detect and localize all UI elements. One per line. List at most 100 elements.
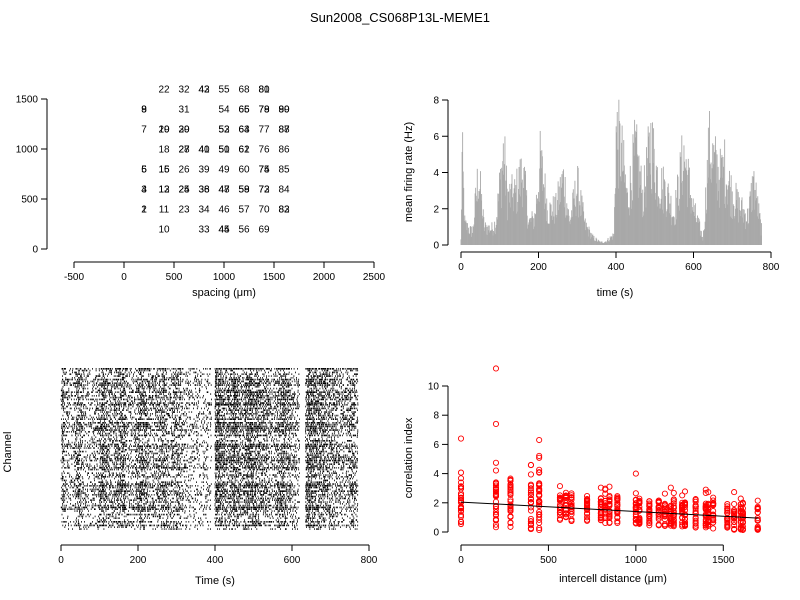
raster-channel-spikes — [63, 384, 356, 386]
correlation-point — [646, 498, 653, 505]
correlation-point — [692, 524, 699, 531]
firing-rate-y-axis-tick-label: 0 — [433, 241, 439, 252]
raster-channel-spikes — [62, 501, 355, 503]
correlation-point — [584, 504, 591, 511]
correlation-point — [584, 496, 591, 503]
raster-channel-spikes — [60, 506, 357, 509]
raster-channel-spikes — [62, 449, 353, 451]
correlation-point — [661, 522, 668, 529]
correlation-point — [739, 499, 746, 506]
raster-channel-spikes — [60, 398, 358, 401]
correlation-point — [731, 514, 738, 521]
correlation-point — [731, 522, 738, 529]
raster-channel-spikes — [61, 427, 357, 430]
correlation-point — [731, 489, 738, 496]
electrode-label: 50 — [218, 145, 230, 156]
layout-axes: -500 0 500 1000 1500 2000 2500 0 500 1000 1500 — [16, 95, 386, 284]
electrode-label: 85 — [278, 165, 290, 176]
raster-channel-spikes — [61, 486, 357, 489]
electrode-label: 74 — [258, 165, 270, 176]
raster-channel-spikes — [63, 492, 357, 494]
correlation-point — [710, 525, 717, 532]
correlation-y-axis-tick-label: 0 — [433, 528, 439, 539]
electrode-label: 63 — [238, 125, 250, 136]
correlation-point — [507, 481, 514, 488]
raster-channel-spikes — [62, 441, 355, 444]
correlation-point — [646, 506, 653, 513]
raster-channel-spikes — [61, 368, 358, 370]
layout-x-axis-tick-label: 2000 — [313, 272, 336, 283]
correlation-point — [614, 514, 621, 521]
layout-x-axis-tick-label: -500 — [64, 272, 84, 283]
electrode-label: 33 — [198, 225, 210, 236]
electrode-label: 69 — [258, 225, 270, 236]
electrode-label: 80 — [258, 85, 270, 96]
correlation-x-axis-tick-label: 1000 — [625, 555, 648, 566]
raster-channel-spikes — [60, 459, 358, 462]
correlation-point — [492, 485, 500, 492]
correlation-point — [754, 509, 761, 516]
raster-channel-spikes — [61, 447, 358, 449]
raster-channel-spikes — [62, 386, 356, 388]
layout-x-axis-tick-label: 1500 — [263, 272, 286, 283]
electrode-label: 60 — [238, 165, 250, 176]
layout-y-axis-tick-label: 0 — [32, 245, 38, 256]
correlation-point — [492, 365, 500, 372]
correlation-point — [492, 524, 500, 531]
layout-y-axis-tick-label: 1500 — [16, 95, 39, 106]
raster-channel-spikes — [62, 517, 355, 520]
raster-xlabel: Time (s) — [195, 575, 235, 587]
electrode-label: 89 — [278, 105, 290, 116]
correlation-point — [681, 512, 689, 519]
correlation-point — [606, 496, 613, 503]
firing-rate-bars — [460, 99, 762, 245]
correlation-point — [568, 516, 575, 523]
electrode-label: 18 — [158, 145, 170, 156]
correlation-point — [614, 496, 621, 503]
raster-channel-spikes — [62, 503, 359, 505]
raster-channel-spikes — [61, 508, 358, 511]
raster-channel-spikes — [61, 382, 358, 385]
correlation-point — [584, 493, 591, 500]
correlation-point — [457, 520, 465, 528]
correlation-point — [527, 507, 534, 514]
correlation-point — [632, 470, 639, 477]
layout-x-axis-tick-label: 2500 — [363, 272, 386, 283]
correlation-point — [681, 501, 689, 509]
raster-channel-spikes — [62, 488, 357, 491]
correlation-point — [692, 508, 699, 515]
correlation-point — [646, 522, 653, 529]
correlation-point — [584, 514, 591, 521]
correlation-point — [536, 492, 543, 499]
raster-channel-spikes — [60, 404, 359, 406]
correlation-point — [457, 518, 465, 525]
electrode-label: 73 — [258, 185, 270, 196]
correlation-point — [457, 507, 465, 514]
correlation-point — [661, 516, 668, 523]
raster-channel-spikes — [64, 454, 355, 457]
correlation-point — [754, 525, 761, 532]
raster-channel-spikes — [61, 461, 358, 464]
correlation-point — [527, 471, 534, 478]
electrode-label: 58 — [238, 185, 250, 196]
correlation-point — [536, 499, 543, 506]
correlation-point — [568, 494, 575, 501]
electrode-label: 79 — [258, 105, 270, 116]
firing-rate-axes: 0 200 400 600 800 0 2 4 6 8 — [433, 96, 779, 274]
correlation-xlabel: intercell distance (μm) — [559, 573, 667, 585]
correlation-point — [536, 514, 543, 521]
electrode-label: 53 — [218, 125, 230, 136]
correlation-point — [661, 490, 668, 497]
correlation-point — [681, 504, 689, 511]
correlation-point — [457, 479, 465, 486]
raster-channel-spikes — [62, 483, 358, 485]
electrode-label: 32 — [178, 85, 190, 96]
correlation-y-axis-tick-label: 6 — [433, 440, 439, 451]
correlation-y-axis-tick-label: 10 — [428, 382, 440, 393]
correlation-point — [536, 454, 543, 461]
electrode-label: 16 — [158, 165, 170, 176]
correlation-point — [507, 523, 514, 530]
correlation-point — [492, 509, 500, 516]
correlation-point — [731, 518, 738, 525]
electrode-label: 11 — [159, 205, 170, 216]
